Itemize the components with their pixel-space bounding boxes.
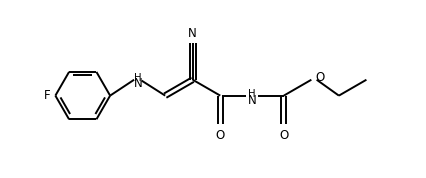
Text: N: N [248,94,256,107]
Text: O: O [216,129,225,142]
Text: N: N [188,27,197,40]
Text: H: H [248,89,256,99]
Text: H: H [134,73,142,83]
Text: F: F [44,89,51,102]
Text: O: O [316,71,325,84]
Text: O: O [279,129,288,142]
Text: N: N [134,77,142,90]
